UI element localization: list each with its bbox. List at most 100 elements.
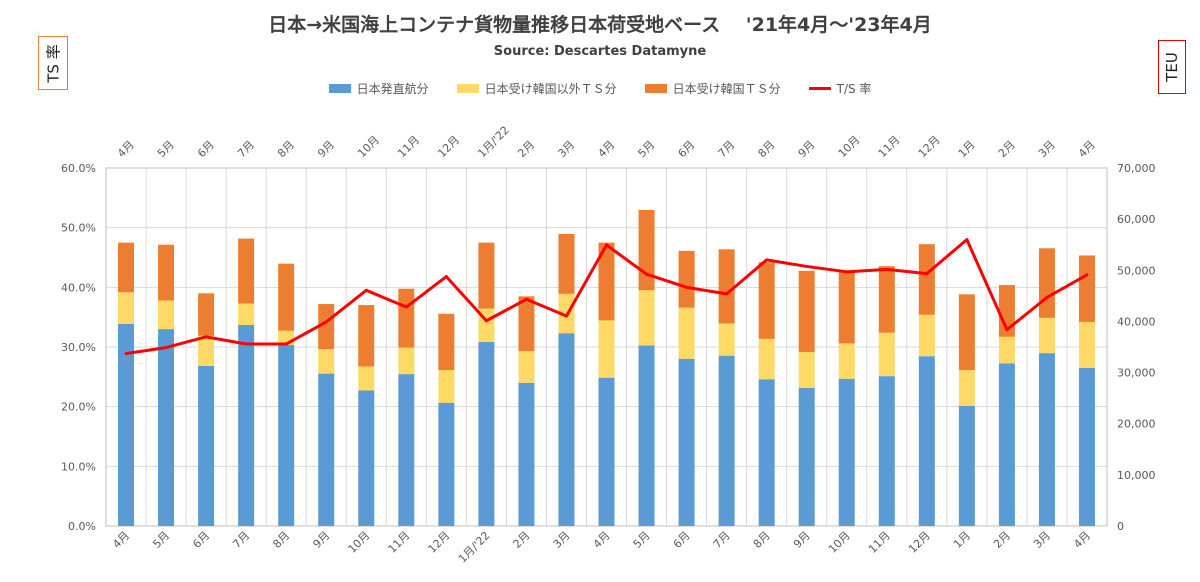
x-axis-tick-label-bottom: 4月 xyxy=(1071,529,1093,551)
legend-label-korea-ts: 日本受け韓国ＴＳ分 xyxy=(672,82,781,96)
bar-segment-series-1 xyxy=(238,303,255,326)
bar-segment-series-1 xyxy=(158,300,175,330)
bar-segment-series-2 xyxy=(478,242,495,309)
x-axis-tick-label-bottom: 8月 xyxy=(751,529,773,551)
right-axis-tick-label: 20,000 xyxy=(1117,418,1156,431)
x-axis-tick-label-top: 4月 xyxy=(115,138,137,160)
bar-segment-series-0 xyxy=(678,358,695,526)
x-axis-tick-label-top: 5月 xyxy=(155,138,177,160)
bar-segment-series-0 xyxy=(638,345,655,526)
legend-item-korea-other-ts: 日本受け韓国以外ＴＳ分 xyxy=(456,80,617,97)
bar-segment-series-2 xyxy=(158,244,175,301)
bar-segment-series-0 xyxy=(198,365,215,526)
x-axis-tick-label-bottom: 2月 xyxy=(511,529,533,551)
left-axis-title: TS 率 xyxy=(38,36,68,90)
bar-segment-series-1 xyxy=(1038,317,1055,354)
bar-segment-series-0 xyxy=(878,376,895,526)
legend-swatch-korea-ts xyxy=(644,84,667,93)
line-point-ts-rate xyxy=(244,342,248,346)
bar-segment-series-1 xyxy=(838,343,855,379)
left-axis-tick-label: 50.0% xyxy=(61,222,96,235)
x-axis-tick-label-bottom: 8月 xyxy=(270,529,292,551)
line-point-ts-rate xyxy=(685,285,689,289)
x-axis-tick-label-top: 3月 xyxy=(1036,138,1058,160)
legend-label-korea-other-ts: 日本受け韓国以外ＴＳ分 xyxy=(484,82,617,96)
line-point-ts-rate xyxy=(965,238,969,242)
x-axis-tick-label-bottom: 2月 xyxy=(991,529,1013,551)
line-point-ts-rate xyxy=(484,319,488,323)
bar-segment-series-2 xyxy=(438,313,455,371)
legend-label-japan-origin: 日本発直航分 xyxy=(356,82,429,96)
line-point-ts-rate xyxy=(725,292,729,296)
bar-segment-series-2 xyxy=(918,244,935,315)
bar-segment-series-2 xyxy=(758,262,775,339)
x-axis-tick-label-top: 4月 xyxy=(1076,138,1098,160)
bar-segment-series-0 xyxy=(718,355,735,526)
bar-segment-series-0 xyxy=(798,387,815,526)
bar-segment-series-1 xyxy=(318,349,335,374)
bar-segment-series-2 xyxy=(638,209,655,291)
bar-segment-series-2 xyxy=(118,242,135,293)
line-point-ts-rate xyxy=(164,346,168,350)
chart-title: 日本→米国海上コンテナ貨物量推移日本荷受地ベース '21年4月～'23年4月 xyxy=(268,14,932,36)
line-point-ts-rate xyxy=(524,297,528,301)
x-axis-tick-label-bottom: 7月 xyxy=(711,529,733,551)
bar-segment-series-1 xyxy=(118,292,135,324)
legend-item-korea-ts: 日本受け韓国ＴＳ分 xyxy=(644,80,781,97)
bar-segment-series-0 xyxy=(518,382,535,526)
bar-segment-series-1 xyxy=(798,352,815,388)
bar-segment-series-2 xyxy=(838,271,855,344)
right-axis-tick-label: 30,000 xyxy=(1117,367,1156,380)
x-axis-tick-label-top: 1月/'22 xyxy=(475,124,512,161)
x-axis-tick-label-top: 10月 xyxy=(836,133,863,160)
left-axis-tick-label: 20.0% xyxy=(61,401,96,414)
bar-segment-series-2 xyxy=(278,263,295,331)
bar-segment-series-2 xyxy=(198,293,215,336)
bar-segment-series-0 xyxy=(758,379,775,526)
bar-segment-series-1 xyxy=(758,338,775,380)
legend-swatch-japan-origin xyxy=(328,84,351,93)
line-point-ts-rate xyxy=(124,352,128,356)
line-point-ts-rate xyxy=(645,272,649,276)
bar-segment-series-2 xyxy=(798,270,815,353)
right-axis-title: TEU xyxy=(1158,40,1186,94)
bar-segment-series-0 xyxy=(158,329,175,526)
x-axis-tick-label-top: 7月 xyxy=(716,138,738,160)
bar-segment-series-0 xyxy=(838,378,855,526)
x-axis-tick-label-top: 1月 xyxy=(956,138,978,160)
left-axis-tick-label: 0.0% xyxy=(68,520,96,533)
x-axis-tick-label-bottom: 9月 xyxy=(310,529,332,551)
x-axis-tick-label-bottom: 12月 xyxy=(906,529,933,556)
bar-segment-series-0 xyxy=(398,374,415,526)
bar-segment-series-2 xyxy=(598,242,615,321)
bar-segment-series-0 xyxy=(918,356,935,526)
chart-subtitle: Source: Descartes Datamyne xyxy=(493,44,707,59)
legend-swatch-ts-rate xyxy=(808,87,831,90)
bar-segment-series-2 xyxy=(318,304,335,350)
right-axis-tick-label: 10,000 xyxy=(1117,469,1156,482)
bar-segment-series-0 xyxy=(598,377,615,526)
x-axis-tick-label-top: 11月 xyxy=(876,133,903,160)
bar-segment-series-1 xyxy=(1078,321,1095,368)
x-axis-tick-label-top: 12月 xyxy=(916,133,943,160)
line-point-ts-rate xyxy=(404,305,408,309)
bar-segment-series-0 xyxy=(278,344,295,526)
bar-segment-series-1 xyxy=(598,320,615,378)
x-axis-tick-label-top: 7月 xyxy=(235,138,257,160)
x-axis-tick-label-bottom: 5月 xyxy=(631,529,653,551)
bar-segment-series-2 xyxy=(558,233,575,294)
bar-segment-series-2 xyxy=(398,288,415,348)
bar-segment-series-0 xyxy=(318,373,335,526)
line-point-ts-rate xyxy=(845,270,849,274)
x-axis-tick-label-top: 9月 xyxy=(315,138,337,160)
x-axis-tick-label-bottom: 12月 xyxy=(426,529,453,556)
x-axis-tick-label-bottom: 1月 xyxy=(951,529,973,551)
bar-segment-series-1 xyxy=(358,366,375,391)
left-axis-tick-label: 40.0% xyxy=(61,281,96,294)
x-axis-tick-label-bottom: 7月 xyxy=(230,529,252,551)
x-axis-tick-label-top: 3月 xyxy=(555,138,577,160)
line-point-ts-rate xyxy=(805,264,809,268)
x-axis-tick-label-bottom: 6月 xyxy=(671,529,693,551)
x-axis-tick-label-top: 8月 xyxy=(275,138,297,160)
